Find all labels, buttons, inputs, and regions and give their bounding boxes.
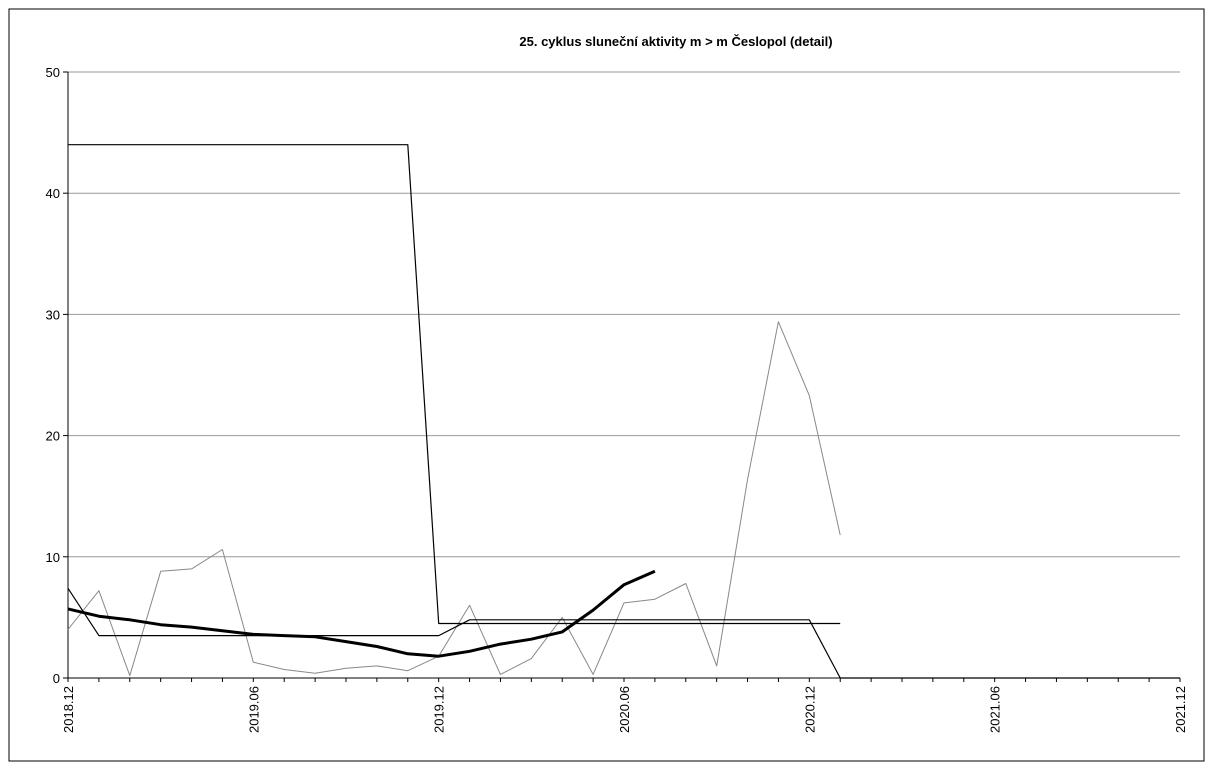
x-tick-label: 2020.06 <box>617 686 632 733</box>
series-lines <box>67 144 1180 679</box>
chart-title: 25. cyklus sluneční aktivity m > m Česlo… <box>519 34 832 49</box>
y-tick-label: 0 <box>53 671 60 686</box>
series-line-1-thin-gray <box>67 321 841 677</box>
y-tick-labels: 0 10 20 30 40 50 <box>46 65 60 686</box>
y-tick-label: 50 <box>46 65 60 80</box>
x-tick-label: 2021.06 <box>988 686 1003 733</box>
x-tick-label: 2020.12 <box>802 686 817 733</box>
y-tick-label: 10 <box>46 550 60 565</box>
x-tick-label: 2019.06 <box>246 686 261 733</box>
chart-border <box>8 8 1205 762</box>
x-tick-label: 2019.12 <box>432 686 447 733</box>
series-line-2-thick-black <box>67 569 656 658</box>
y-tick-label: 30 <box>46 307 60 322</box>
series-line-4-thin-black <box>67 587 1180 679</box>
x-tick-labels: 2018.12 2019.06 2019.12 2020.06 2020.12 2021.… <box>61 686 1188 733</box>
y-tick-label: 20 <box>46 429 60 444</box>
gridlines <box>68 71 1180 558</box>
x-tick-label: 2018.12 <box>61 686 76 733</box>
x-tick-label: 2021.12 <box>1173 686 1188 733</box>
y-tick-label: 40 <box>46 186 60 201</box>
series-line-3-thin-black <box>68 144 841 625</box>
